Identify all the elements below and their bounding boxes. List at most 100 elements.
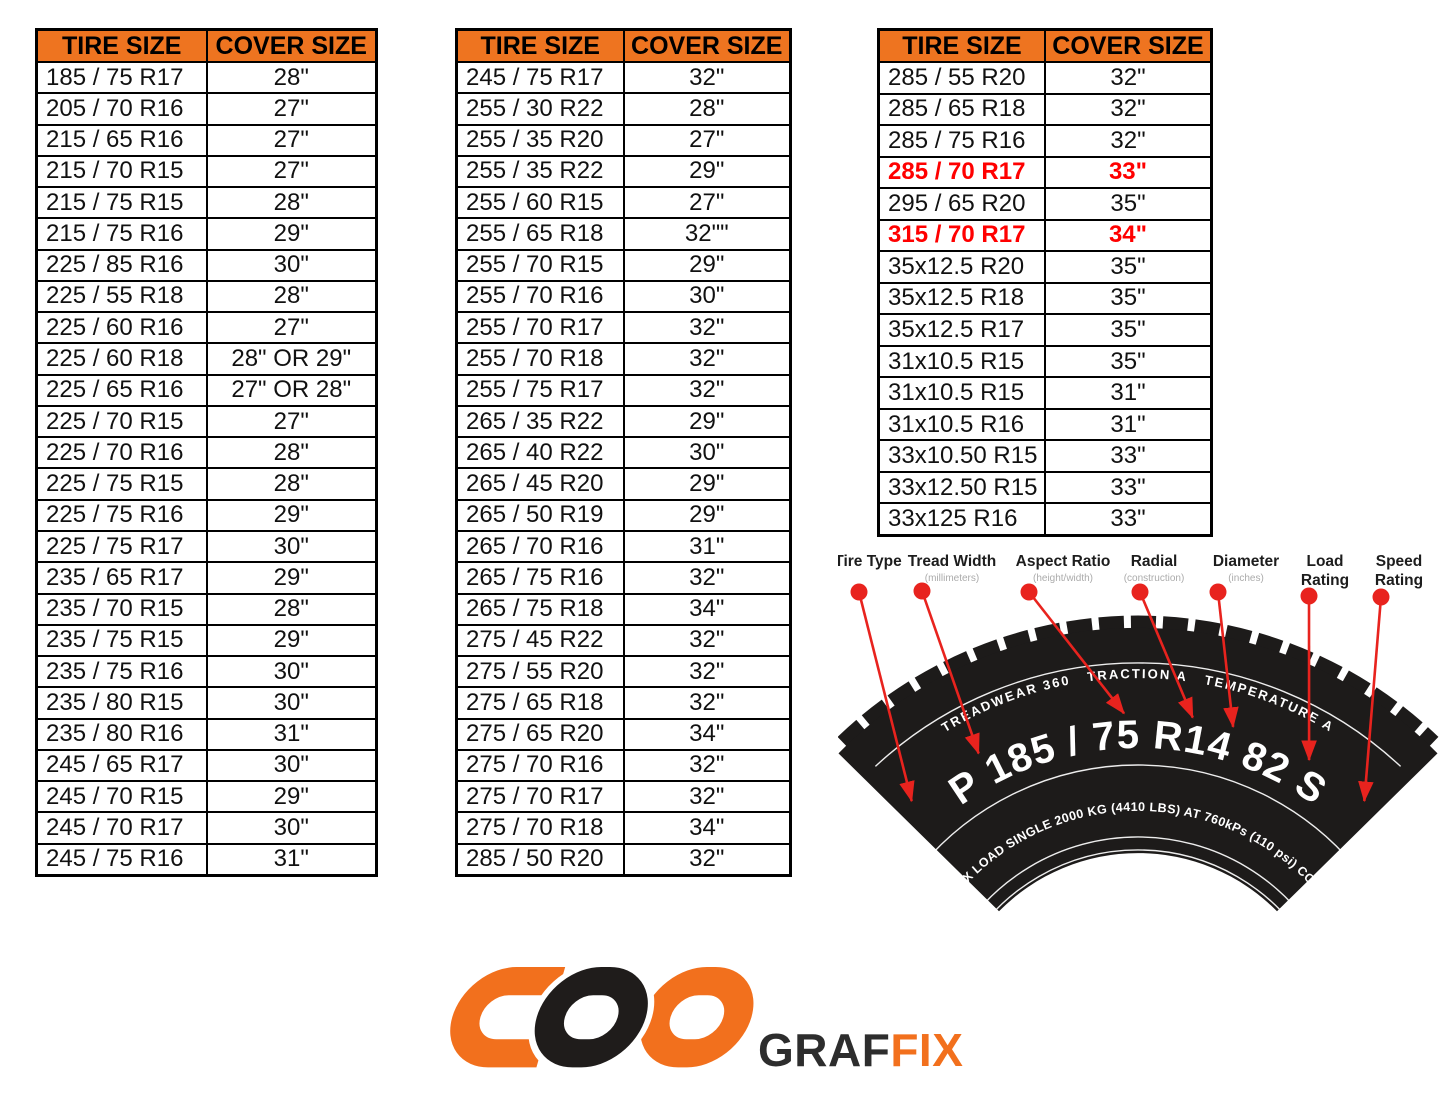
cover-size-cell: 27" — [205, 123, 378, 157]
tire-size-cell: 225 / 70 R15 — [35, 404, 208, 439]
table-row: 225 / 75 R17 30" — [35, 529, 378, 564]
cover-size-cell: 32" — [1044, 124, 1213, 158]
tire-size-cell: 315 / 70 R17 — [877, 218, 1046, 253]
tire-size-cell: 225 / 70 R16 — [35, 436, 208, 470]
tire-size-cell: 225 / 55 R18 — [35, 279, 208, 314]
table-row: 35x12.5 R20 35" — [877, 250, 1213, 284]
cover-size-cell: 28" — [205, 186, 378, 220]
table-row: 245 / 65 R17 30" — [35, 748, 378, 783]
tire-diagram: TREADWEAR 360 TRACTION A TEMPERATURE A P… — [838, 553, 1439, 950]
label-title: Radial — [1131, 553, 1178, 570]
callout-arrow — [857, 591, 915, 803]
table-row: 265 / 35 R22 29" — [455, 404, 792, 439]
cover-size-cell: 33" — [1044, 439, 1213, 473]
table-row: 235 / 80 R15 30" — [35, 686, 378, 720]
tire-size-cell: 275 / 65 R18 — [455, 686, 625, 720]
table-row: 275 / 65 R20 34" — [455, 717, 792, 751]
tire-size-cell: 285 / 70 R17 — [877, 155, 1046, 190]
table-row: 265 / 45 R20 29" — [455, 467, 792, 501]
table-row: 255 / 75 R17 32" — [455, 373, 792, 407]
cover-size-cell: 31" — [1044, 376, 1213, 410]
logo-icon — [450, 960, 754, 1074]
tire-size-cell: 245 / 65 R17 — [35, 748, 208, 783]
cover-size-cell: 30" — [205, 248, 378, 282]
callout-arrow — [1027, 591, 1126, 715]
cover-size-cell: 34" — [622, 717, 792, 751]
tire-size-cell: 255 / 60 R15 — [455, 186, 625, 220]
tire-size-cell: 245 / 75 R16 — [35, 842, 208, 877]
cover-size-cell: 28" — [205, 60, 378, 95]
tire-size-cell: 35x12.5 R18 — [877, 281, 1046, 316]
table-row: 285 / 70 R17 33" — [877, 155, 1213, 190]
table-row: 235 / 75 R16 30" — [35, 655, 378, 689]
cover-size-cell: 32" — [622, 342, 792, 376]
tire-size-cell: 275 / 55 R20 — [455, 655, 625, 689]
cover-size-cell: 27" — [205, 404, 378, 439]
cover-size-cell: 27" — [622, 123, 792, 157]
label-title: Tread Width — [908, 553, 997, 570]
label-tread-width: Tread Width (millimeters) — [908, 553, 997, 584]
cover-size-cell: 32" — [622, 60, 792, 95]
cover-size-cell: 32" — [622, 623, 792, 658]
table-row: 215 / 65 R16 27" — [35, 123, 378, 157]
table-row: 285 / 50 R20 32" — [455, 842, 792, 877]
table-row: 265 / 75 R18 34" — [455, 592, 792, 626]
table-row: 33x12.50 R15 33" — [877, 470, 1213, 505]
cover-size-cell: 32"" — [622, 217, 792, 251]
table-row: 31x10.5 R16 31" — [877, 407, 1213, 442]
cover-size-header: COVER SIZE — [205, 28, 378, 63]
tire-size-cell: 31x10.5 R16 — [877, 407, 1046, 442]
cover-size-header: COVER SIZE — [622, 28, 792, 63]
table-row: 245 / 75 R17 32" — [455, 60, 792, 95]
tire-size-cell: 255 / 35 R22 — [455, 154, 625, 189]
table-row: 245 / 75 R16 31" — [35, 842, 378, 877]
cover-size-cell: 30" — [622, 436, 792, 470]
label-radial: Radial (construction) — [1124, 553, 1185, 584]
callout-arrows — [850, 582, 1390, 803]
tire-size-cell: 35x12.5 R20 — [877, 250, 1046, 284]
tire-size-cell: 225 / 60 R18 — [35, 342, 208, 376]
table-row: 225 / 55 R18 28" — [35, 279, 378, 314]
cover-size-cell: 33" — [1044, 155, 1213, 190]
cover-size-cell: 28" OR 29" — [205, 342, 378, 376]
table-row: 225 / 70 R15 27" — [35, 404, 378, 439]
table-row: 225 / 85 R16 30" — [35, 248, 378, 282]
label-subtitle: (millimeters) — [925, 573, 979, 584]
tire-size-header: TIRE SIZE — [455, 28, 625, 63]
tire-size-cell: 275 / 70 R17 — [455, 780, 625, 814]
cover-size-cell: 35" — [1044, 281, 1213, 316]
tire-size-cell: 225 / 60 R16 — [35, 311, 208, 345]
table-row: 255 / 70 R17 32" — [455, 311, 792, 345]
tire-size-cell: 245 / 70 R17 — [35, 811, 208, 845]
tire-size-header: TIRE SIZE — [877, 28, 1046, 63]
table-row: 205 / 70 R16 27" — [35, 92, 378, 126]
sidewall-rib-line — [951, 836, 1325, 950]
cover-size-cell: 34" — [622, 811, 792, 845]
sidewall-rib-line — [874, 662, 1402, 767]
tire-size-cell: 215 / 70 R15 — [35, 154, 208, 189]
tire-size-cell: 265 / 70 R16 — [455, 529, 625, 564]
table-row: 235 / 75 R15 29" — [35, 623, 378, 658]
tire-size-cell: 33x12.50 R15 — [877, 470, 1046, 505]
cover-size-cell: 30" — [205, 655, 378, 689]
cover-size-cell: 30" — [622, 279, 792, 314]
table-row: 255 / 35 R20 27" — [455, 123, 792, 157]
cover-size-cell: 34" — [622, 592, 792, 626]
cover-size-cell: 29" — [205, 780, 378, 814]
label-subtitle: (inches) — [1228, 573, 1264, 584]
tire-size-cell: 235 / 65 R17 — [35, 561, 208, 595]
cover-size-cell: 32" — [622, 686, 792, 720]
logo-c-shape — [450, 967, 566, 1068]
tire-size-cell: 255 / 30 R22 — [455, 92, 625, 126]
label-title: Diameter — [1213, 553, 1279, 570]
tire-size-cell: 265 / 45 R20 — [455, 467, 625, 501]
table-row: 255 / 65 R18 32"" — [455, 217, 792, 251]
label-subtitle: (construction) — [1124, 573, 1185, 584]
tire-size-cell: 265 / 40 R22 — [455, 436, 625, 470]
logo-d2-shape — [640, 967, 754, 1068]
cover-size-cell: 27" — [205, 311, 378, 345]
tire-size-cell: 185 / 75 R17 — [35, 60, 208, 95]
tire-size-cell: 235 / 80 R15 — [35, 686, 208, 720]
table-row: 285 / 75 R16 32" — [877, 124, 1213, 158]
tire-size-cell: 275 / 70 R16 — [455, 748, 625, 783]
